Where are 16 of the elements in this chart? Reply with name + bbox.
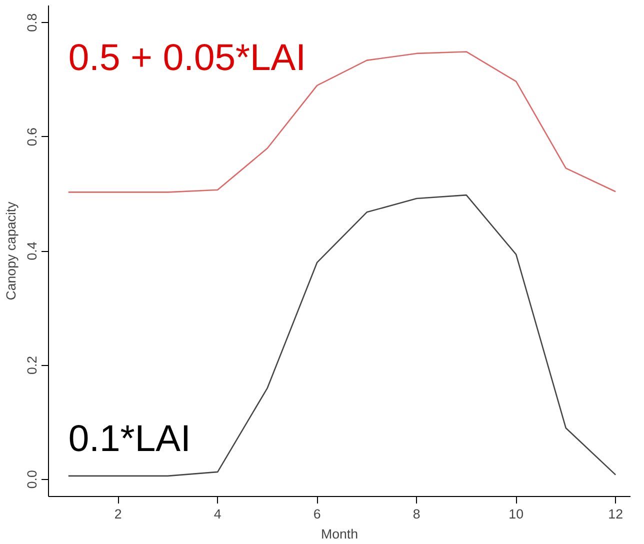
y-tick-label: 0.8 [24, 13, 40, 32]
x-axis-title: Month [320, 526, 358, 542]
x-tick-label: 4 [214, 506, 222, 522]
y-tick-label: 0.4 [24, 241, 40, 260]
series-label: 0.5 + 0.05*LAI [68, 36, 306, 78]
series-label: 0.1*LAI [68, 416, 191, 459]
x-tick-label: 8 [412, 506, 420, 522]
y-axis-title: Canopy capacity [4, 201, 18, 300]
y-tick-label: 0.2 [24, 356, 40, 374]
x-tick-label: 2 [114, 506, 122, 522]
y-tick-label: 0.0 [24, 470, 40, 489]
x-tick-label: 12 [608, 506, 623, 522]
x-tick-label: 10 [508, 506, 524, 522]
x-tick-label: 6 [313, 506, 321, 522]
y-tick-label: 0.6 [24, 128, 40, 146]
line-series [68, 194, 616, 477]
